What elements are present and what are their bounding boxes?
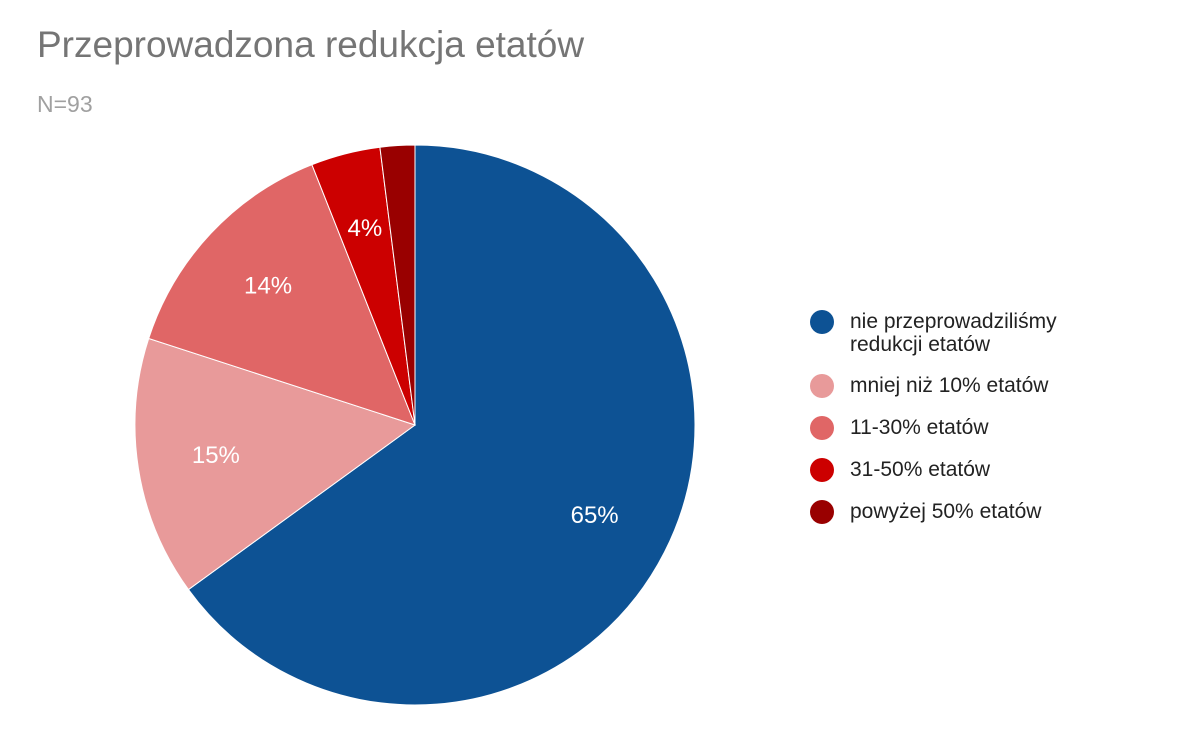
slice-label: 65% xyxy=(571,502,619,529)
pie-slice xyxy=(379,144,416,426)
chart-title: Przeprowadzona redukcja etatów xyxy=(37,24,584,65)
pie-slice xyxy=(134,337,417,591)
slice-label: 14% xyxy=(244,272,292,299)
pie-slice xyxy=(187,144,696,706)
legend-label: 31-50% etatów xyxy=(850,458,991,481)
pie-slice xyxy=(148,164,416,426)
legend-item: powyżej 50% etatów xyxy=(810,500,1110,524)
legend-item: mniej niż 10% etatów xyxy=(810,374,1110,398)
legend-marker xyxy=(810,310,834,334)
legend-label: nie przeprowadziliśmy redukcji etatów xyxy=(850,310,1057,356)
legend-label: mniej niż 10% etatów xyxy=(850,374,1049,397)
legend-item: nie przeprowadziliśmy redukcji etatów xyxy=(810,310,1110,356)
legend: nie przeprowadziliśmy redukcji etatów mni… xyxy=(810,310,1110,542)
slice-label: 15% xyxy=(192,442,240,469)
legend-item: 31-50% etatów xyxy=(810,458,1110,482)
legend-marker xyxy=(810,416,834,440)
slice-label: 4% xyxy=(348,215,383,242)
legend-marker xyxy=(810,374,834,398)
legend-marker xyxy=(810,458,834,482)
legend-item: 11-30% etatów xyxy=(810,416,1110,440)
legend-label: 11-30% etatów xyxy=(850,416,989,439)
legend-label: powyżej 50% etatów xyxy=(850,500,1042,523)
chart-subtitle: N=93 xyxy=(37,91,93,117)
legend-marker xyxy=(810,500,834,524)
